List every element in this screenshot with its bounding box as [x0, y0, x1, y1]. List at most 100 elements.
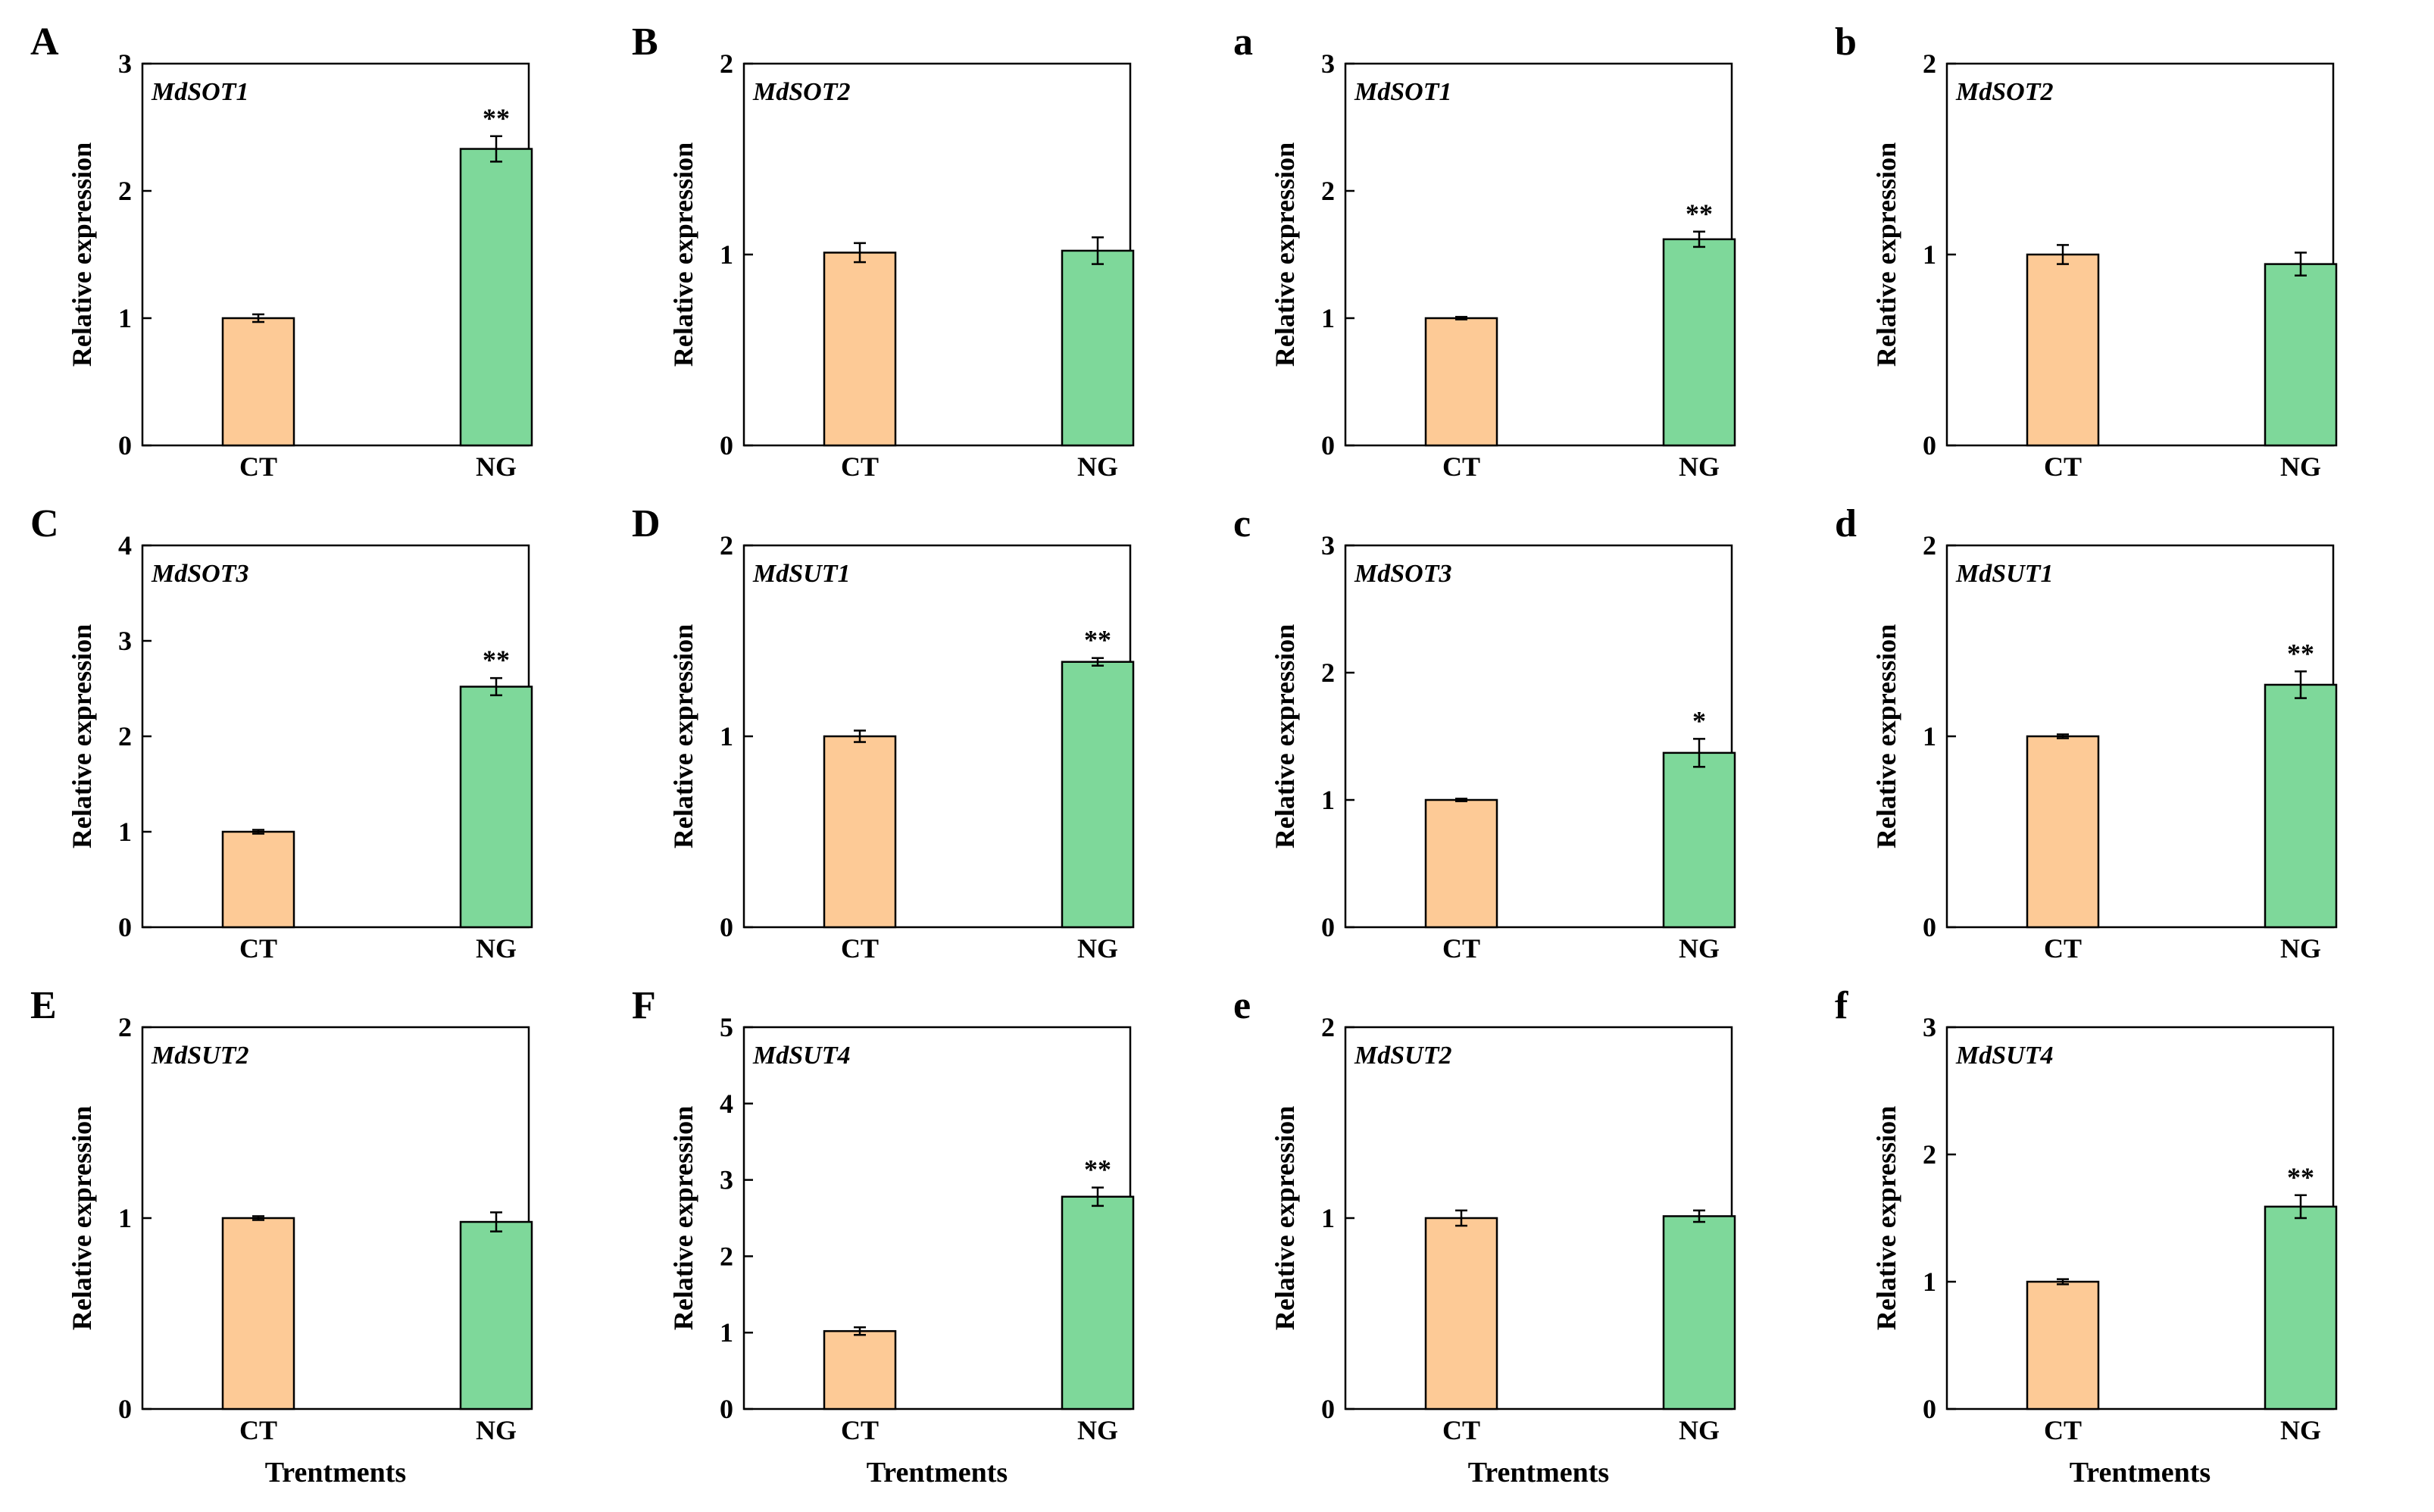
- significance-marker: **: [1686, 198, 1713, 229]
- significance-marker: **: [2287, 1162, 2314, 1192]
- bar-ng: [1061, 661, 1135, 929]
- y-axis-label: Relative expression: [1270, 142, 1300, 367]
- y-axis-label: Relative expression: [1270, 624, 1300, 848]
- y-tick-label: 1: [118, 303, 132, 333]
- y-tick-label: 0: [118, 430, 132, 461]
- y-tick-label: 3: [118, 626, 132, 656]
- x-axis-title: Trentments: [1468, 1457, 1609, 1489]
- y-tick-label: 1: [1923, 1267, 1936, 1297]
- gene-title: MdSOT1: [1354, 78, 1451, 106]
- y-axis-label: Relative expression: [668, 624, 698, 848]
- y-tick-label: 2: [118, 1012, 132, 1042]
- y-tick-label: 0: [1923, 430, 1936, 461]
- x-tick-label: CT: [2044, 1415, 2082, 1445]
- significance-marker: **: [483, 103, 510, 133]
- x-tick-label: NG: [2280, 451, 2321, 482]
- x-tick-label: NG: [1077, 451, 1118, 482]
- y-tick-label: 0: [1321, 1394, 1335, 1424]
- gene-title: MdSUT2: [1354, 1042, 1451, 1070]
- y-tick-label: 3: [1923, 1012, 1936, 1042]
- panel-label: c: [1233, 502, 1251, 545]
- y-tick-label: 0: [1321, 430, 1335, 461]
- x-tick-label: CT: [841, 933, 879, 964]
- significance-marker: **: [1084, 1154, 1111, 1185]
- bar-ct: [221, 830, 295, 929]
- gene-title: MdSUT4: [752, 1042, 850, 1070]
- y-tick-label: 2: [118, 721, 132, 751]
- panel-label: E: [30, 984, 57, 1027]
- y-tick-label: 2: [720, 48, 733, 79]
- bar-ct: [2026, 253, 2100, 447]
- y-tick-label: 1: [118, 1203, 132, 1233]
- panel-label: F: [632, 984, 656, 1027]
- y-tick-label: 0: [720, 1394, 733, 1424]
- plot-frame: [1344, 544, 1733, 929]
- y-tick-label: 1: [1923, 721, 1936, 751]
- y-tick-label: 2: [720, 530, 733, 561]
- y-tick-label: 0: [720, 430, 733, 461]
- y-axis-label: Relative expression: [1871, 624, 1901, 848]
- x-tick-label: NG: [476, 1415, 517, 1445]
- y-tick-label: 1: [720, 1317, 733, 1348]
- x-tick-label: CT: [1442, 1415, 1480, 1445]
- significance-marker: **: [2287, 638, 2314, 668]
- y-tick-label: 1: [1321, 1203, 1335, 1233]
- gene-title: MdSUT2: [151, 1042, 248, 1070]
- bar-ct: [1424, 1217, 1498, 1410]
- bar-ng: [1061, 1195, 1135, 1410]
- x-tick-label: CT: [1442, 933, 1480, 964]
- y-tick-label: 5: [720, 1012, 733, 1042]
- y-axis-label: Relative expression: [668, 142, 698, 367]
- gene-title: MdSUT4: [1955, 1042, 2053, 1070]
- y-tick-label: 0: [1321, 912, 1335, 942]
- y-axis-label: Relative expression: [1871, 142, 1901, 367]
- x-tick-label: CT: [1442, 451, 1480, 482]
- x-tick-label: NG: [1679, 933, 1720, 964]
- y-tick-label: 3: [1321, 530, 1335, 561]
- x-tick-label: CT: [841, 451, 879, 482]
- bar-ng: [2264, 263, 2338, 447]
- x-tick-label: CT: [239, 1415, 277, 1445]
- y-tick-label: 1: [720, 721, 733, 751]
- x-tick-label: CT: [841, 1415, 879, 1445]
- panel-label: A: [30, 20, 59, 64]
- y-tick-label: 2: [1923, 1139, 1936, 1170]
- x-tick-label: NG: [476, 933, 517, 964]
- x-tick-label: NG: [476, 451, 517, 482]
- x-axis-title: Trentments: [265, 1457, 406, 1489]
- y-axis-label: Relative expression: [67, 1106, 97, 1330]
- y-tick-label: 1: [118, 817, 132, 847]
- y-tick-label: 4: [720, 1089, 733, 1119]
- bar-ct: [2026, 1280, 2100, 1410]
- gene-title: MdSUT1: [1955, 560, 2053, 588]
- panel-label: d: [1835, 502, 1857, 545]
- y-tick-label: 2: [1321, 1012, 1335, 1042]
- y-tick-label: 3: [118, 48, 132, 79]
- x-tick-label: CT: [2044, 933, 2082, 964]
- y-tick-label: 2: [1321, 176, 1335, 206]
- gene-title: MdSOT3: [1354, 560, 1451, 588]
- panel-label: a: [1233, 20, 1253, 64]
- bar-ng: [2264, 1205, 2338, 1410]
- panel-label: B: [632, 20, 658, 64]
- gene-title: MdSOT3: [151, 560, 248, 588]
- y-tick-label: 1: [1321, 303, 1335, 333]
- y-axis-label: Relative expression: [67, 142, 97, 367]
- significance-marker: *: [1692, 705, 1706, 736]
- y-tick-label: 2: [1321, 658, 1335, 688]
- x-tick-label: CT: [239, 933, 277, 964]
- y-axis-label: Relative expression: [668, 1106, 698, 1330]
- bar-ct: [823, 1329, 897, 1410]
- x-axis-title: Trentments: [2070, 1457, 2211, 1489]
- gene-title: MdSOT2: [1955, 78, 2053, 106]
- significance-marker: **: [483, 645, 510, 675]
- bar-ng: [459, 148, 533, 447]
- bar-ng: [459, 1220, 533, 1410]
- y-axis-label: Relative expression: [1871, 1106, 1901, 1330]
- bar-ct: [823, 735, 897, 929]
- gene-title: MdSUT1: [752, 560, 850, 588]
- x-tick-label: NG: [1077, 1415, 1118, 1445]
- y-tick-label: 1: [1923, 239, 1936, 270]
- x-tick-label: CT: [2044, 451, 2082, 482]
